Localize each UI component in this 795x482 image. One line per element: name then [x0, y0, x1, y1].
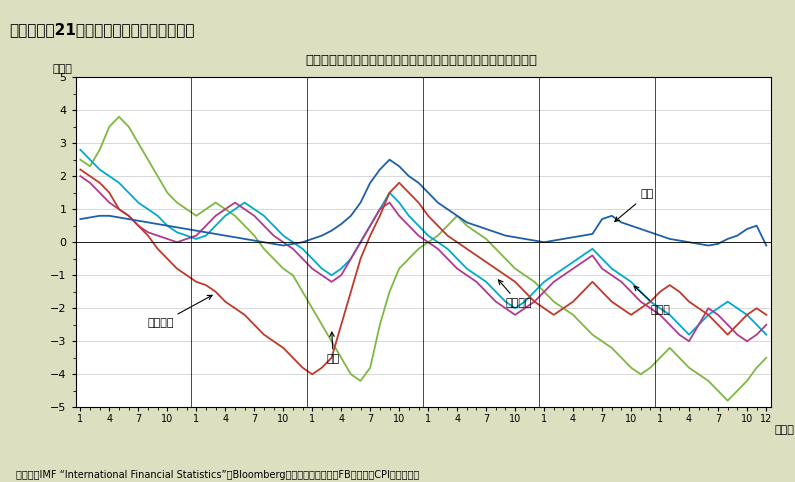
Text: リーマンショック以降、総じて実質金利のマイナスが続いている: リーマンショック以降、総じて実質金利のマイナスが続いている: [305, 54, 537, 67]
Text: （備考）IMF “International Financial Statistics”、Bloombergにより作成。各国のFBレートをCPIで実質化。: （備考）IMF “International Financial Statist…: [16, 469, 419, 480]
Text: 日本: 日本: [615, 189, 654, 221]
Text: アメリカ: アメリカ: [148, 295, 212, 328]
Text: 第３－１－21図　主要国の実質金利の推移: 第３－１－21図 主要国の実質金利の推移: [10, 23, 195, 38]
Text: ドイツ: ドイツ: [634, 286, 670, 315]
Text: フランス: フランス: [498, 280, 532, 308]
Text: （％）: （％）: [52, 64, 72, 74]
Text: （月）: （月）: [774, 426, 794, 435]
Text: 英国: 英国: [327, 332, 340, 364]
